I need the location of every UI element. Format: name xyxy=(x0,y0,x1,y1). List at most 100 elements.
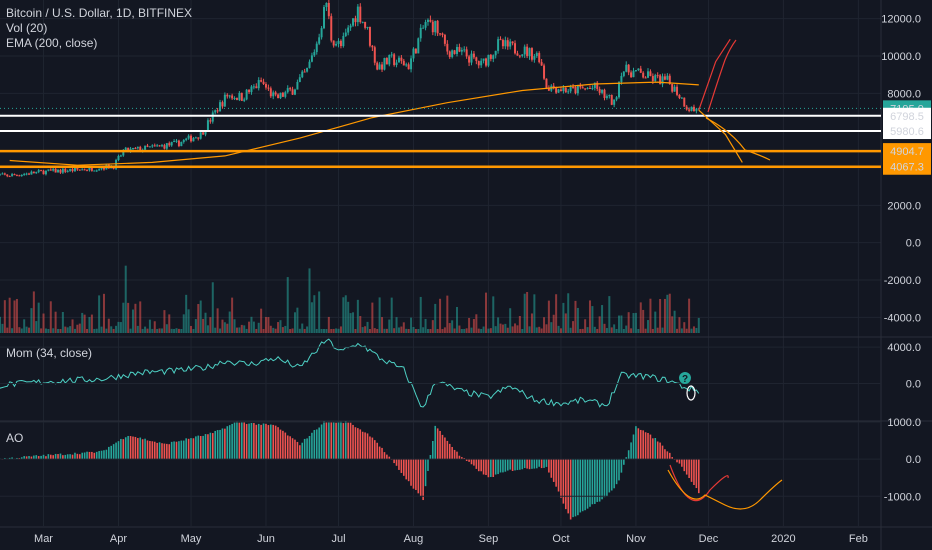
candle-body xyxy=(446,43,449,52)
volume-bar xyxy=(44,328,47,333)
ao-bar xyxy=(173,441,175,460)
ao-title[interactable]: AO xyxy=(6,431,24,445)
ao-bar xyxy=(161,443,163,460)
candle-body xyxy=(579,85,582,88)
volume-bar xyxy=(550,322,553,333)
ao-bar xyxy=(482,459,485,475)
momentum-title[interactable]: Mom (34, close) xyxy=(6,346,93,360)
volume-bar xyxy=(325,328,328,333)
candle-body xyxy=(310,55,313,62)
candle-body xyxy=(501,39,504,47)
volume-bar xyxy=(59,328,62,333)
highlight-ellipse[interactable] xyxy=(686,385,696,401)
volume-bar xyxy=(468,317,471,333)
candle-body xyxy=(182,140,185,143)
ao-drawing-orange[interactable] xyxy=(667,469,783,510)
volume-bar xyxy=(514,323,517,333)
candle-body xyxy=(66,170,69,172)
ao-bar xyxy=(248,423,250,460)
candle-body xyxy=(315,43,318,53)
candle-body xyxy=(436,20,439,34)
volume-bar xyxy=(441,328,444,333)
ao-bar xyxy=(671,457,673,460)
volume-bar xyxy=(666,294,669,333)
ao-bar xyxy=(122,439,125,460)
candle-body xyxy=(30,171,33,175)
candle-body xyxy=(20,174,23,176)
volume-bar xyxy=(528,326,531,333)
candle-body xyxy=(608,95,611,97)
date-axis[interactable]: Mar Apr May Jun Jul Aug Sep Oct Nov Dec 2020 Feb xyxy=(34,533,868,545)
ao-bar xyxy=(535,459,538,469)
candle-body xyxy=(410,58,413,70)
ao-drawing-red[interactable] xyxy=(669,464,729,502)
candle-body xyxy=(42,170,45,175)
volume-bar xyxy=(407,328,410,333)
volume-bar xyxy=(52,328,55,333)
ao-bar xyxy=(381,447,383,460)
candle-body xyxy=(252,86,255,88)
volume-bar xyxy=(651,328,654,333)
projection-up[interactable] xyxy=(698,38,731,111)
ao-bar xyxy=(581,459,584,512)
candle-body xyxy=(206,120,209,131)
candle-body xyxy=(439,33,442,35)
volume-bar xyxy=(330,329,333,333)
volume-bar xyxy=(417,328,420,333)
ao-bar xyxy=(270,424,272,460)
volume-bar xyxy=(581,328,584,333)
volume-bar xyxy=(555,294,558,333)
price-axis[interactable]: 12000.010000.08000.04000.02000.00.0-2000… xyxy=(881,14,931,325)
ao-bar xyxy=(115,442,117,460)
volume-bar xyxy=(458,325,461,333)
candle-body xyxy=(557,89,560,93)
ao-bar xyxy=(502,459,504,473)
volume-bar xyxy=(257,322,260,333)
candle-body xyxy=(197,137,200,139)
candle-body xyxy=(78,169,81,171)
ao-bar xyxy=(153,441,156,460)
candle-body xyxy=(13,174,16,176)
ao-bar xyxy=(656,441,659,460)
symbol-title[interactable]: Bitcoin / U.S. Dollar, 1D, BITFINEX xyxy=(6,6,193,20)
volume-bar xyxy=(240,324,243,333)
question-marker-icon[interactable] xyxy=(679,372,691,384)
candle-body xyxy=(175,140,178,142)
ao-bar xyxy=(262,423,265,460)
ao-bar xyxy=(296,441,299,460)
ao-bar xyxy=(20,457,23,460)
ao-bar xyxy=(487,459,490,478)
candle-body xyxy=(364,21,367,28)
ao-histogram xyxy=(0,421,700,520)
projection-curve[interactable] xyxy=(705,117,771,161)
ao-bar xyxy=(149,440,151,460)
ao-bar xyxy=(436,428,439,460)
candle-body xyxy=(402,60,405,66)
ao-bar xyxy=(57,454,59,460)
volume-bar xyxy=(613,324,616,333)
candle-body xyxy=(226,94,229,97)
candle-body xyxy=(86,170,89,172)
volume-bar xyxy=(78,323,81,333)
volume-legend[interactable]: Vol (20) xyxy=(6,21,48,35)
candle-body xyxy=(676,86,679,95)
candle-body xyxy=(378,64,381,70)
volume-bar xyxy=(83,314,86,333)
volume-bar xyxy=(576,307,579,333)
ao-bar xyxy=(81,452,84,460)
ema-legend[interactable]: EMA (200, close) xyxy=(6,36,98,50)
ao-bar xyxy=(661,445,664,460)
ao-bar xyxy=(461,457,463,460)
candle-body xyxy=(272,92,275,97)
volume-bar xyxy=(296,307,299,333)
volume-bar xyxy=(57,328,60,333)
price-label-text: 6798.5 xyxy=(890,111,924,123)
ao-bar xyxy=(342,423,345,460)
ao-bar xyxy=(279,429,282,460)
ao-bar xyxy=(470,459,473,465)
price-tick-label: 2000.0 xyxy=(887,200,921,212)
ao-bar xyxy=(311,432,313,460)
projection-curve-red[interactable] xyxy=(707,39,737,113)
